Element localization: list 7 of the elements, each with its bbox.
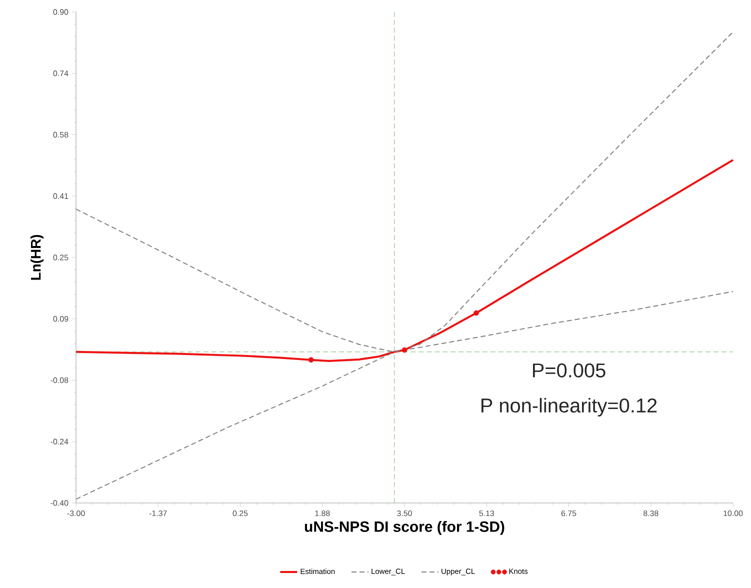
- point: [474, 310, 479, 316]
- x-axis-title: uNS-NPS DI score (for 1-SD): [304, 520, 504, 535]
- point: [402, 347, 408, 353]
- annotation: P=0.005: [533, 363, 606, 378]
- point: [308, 357, 314, 363]
- y-axis-title: Ln(HR): [30, 234, 44, 280]
- annotation: P non-linearity=0.12: [482, 398, 657, 417]
